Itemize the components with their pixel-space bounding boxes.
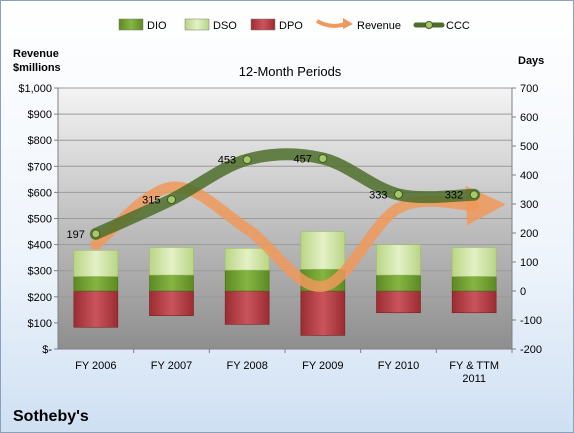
right-tick-label: 0 [520,286,526,298]
bar-dpo [224,290,270,325]
left-tick-label: $700 [28,161,52,173]
bar-dpo [376,290,421,314]
legend-label: Revenue [357,20,401,32]
legend-label: DSO [213,20,237,32]
ccc-point [318,153,328,163]
legend-item-dio: DIO [118,18,167,32]
bar-dso [451,247,497,277]
ccc-point [91,229,101,239]
right-tick-label: 200 [520,228,538,240]
right-tick-label: 700 [520,83,538,95]
right-tick-label: 100 [520,257,538,269]
right-tick-label: -100 [520,315,542,327]
ccc-point [469,190,479,200]
ccc-data-label: 457 [293,153,311,165]
legend: DIO DSO DPO Revenue CCC [118,18,470,32]
bar-dso [149,247,194,276]
bar-dso [300,231,346,270]
company-name: Sotheby's [13,408,89,425]
left-tick-label: $500 [28,214,52,226]
ccc-point [242,155,252,165]
ccc-data-label: 332 [445,190,463,202]
legend-marker [425,21,433,29]
ccc-point [167,195,176,205]
left-tick-label: $900 [28,109,52,121]
bar-dio [73,276,119,292]
legend-item-revenue: Revenue [316,18,401,32]
right-tick-label: 500 [520,141,538,153]
right-tick-label: 300 [520,199,538,211]
bar-dio [451,276,497,292]
right-tick-label: 600 [520,112,538,124]
left-tick-label: $800 [28,135,52,147]
revenue-line [90,181,506,292]
legend-label: DPO [279,20,303,32]
x-tick-label: FY & TTM [449,360,499,372]
x-tick-label: 2011 [462,373,486,385]
bar-dpo [451,290,497,314]
left-tick-label: $1,000 [18,83,52,95]
lines: 197 315 453 457 333 332 [66,148,506,292]
bar-dpo [300,290,346,336]
legend-label: CCC [446,20,470,32]
left-axis-label-line2: $millions [13,62,61,74]
ccc-data-label: 333 [369,189,387,201]
legend-item-ccc: CCC [413,20,470,32]
bar-dso [376,244,421,276]
left-tick-label: $200 [28,292,52,304]
bar-dio [376,274,421,292]
x-tick-label: FY 2007 [151,360,192,372]
x-tick-label: FY 2008 [226,360,267,372]
legend-label: DIO [147,20,167,32]
bar-dio [224,269,270,292]
left-tick-label: $- [42,344,52,356]
ccc-data-label: 197 [66,229,84,241]
ccc-point [394,189,403,199]
legend-item-dso: DSO [184,18,237,32]
x-tick-label: FY 2009 [302,360,343,372]
axes: $- $100 $200 $300 $400 $500 $600 $700 $800 $900 $1… [18,83,542,385]
bar-dpo [73,290,119,328]
legend-swatch [316,19,346,28]
x-tick-label: FY 2010 [378,360,419,372]
legend-swatch [184,18,210,31]
left-tick-label: $400 [28,240,52,252]
bars [73,231,497,336]
legend-swatch [118,18,144,31]
legend-arrowhead [343,18,353,29]
right-axis-label: Days [518,55,544,67]
gridlines [58,87,512,350]
legend-swatch [250,18,276,31]
right-tick-label: -200 [520,344,542,356]
left-tick-label: $300 [28,266,52,278]
bar-dso [224,248,270,271]
bar-dio [149,274,194,292]
bar-dpo [149,290,194,316]
chart-title: 12-Month Periods [239,64,342,79]
left-tick-label: $600 [28,187,52,199]
ccc-data-label: 315 [142,195,160,207]
right-tick-label: 400 [520,170,538,182]
legend-item-dpo: DPO [250,18,303,32]
x-tick-label: FY 2006 [75,360,116,372]
bar-dso [73,250,119,277]
ccc-data-label: 453 [218,155,236,167]
left-axis-label-line1: Revenue [13,48,59,60]
left-tick-label: $100 [28,318,52,330]
